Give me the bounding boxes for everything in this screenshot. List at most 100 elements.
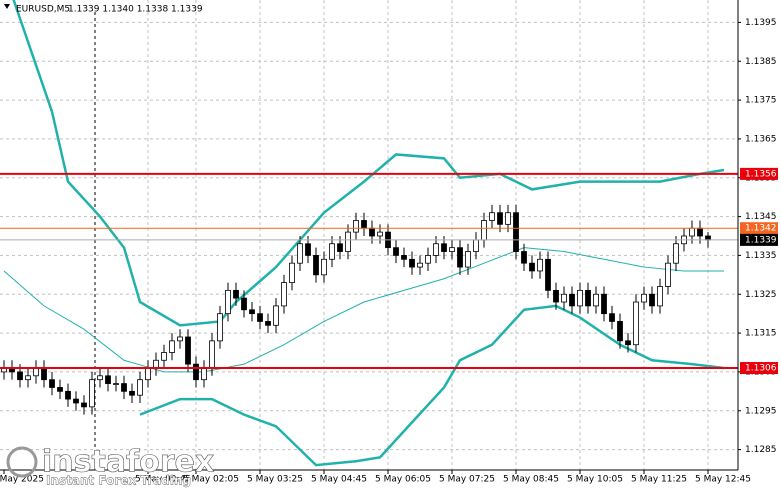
y-tick-label: 1.1395 — [745, 18, 777, 28]
candle-body — [65, 390, 71, 400]
candle-body — [585, 289, 591, 307]
candle-body — [265, 321, 271, 326]
y-tick-label: 1.1325 — [745, 290, 777, 300]
candle-body — [489, 212, 495, 221]
candle-body — [425, 255, 431, 264]
candle-body — [137, 379, 143, 396]
candle-body — [321, 258, 327, 276]
candle-body — [401, 255, 407, 260]
candle-body — [25, 375, 31, 381]
candle-body — [553, 289, 559, 303]
candle-body — [521, 251, 527, 264]
candle-body — [241, 297, 247, 311]
candle-body — [81, 402, 87, 408]
candle-body — [529, 262, 535, 272]
brand: instaforex — [42, 445, 214, 480]
y-tick-label: 1.1295 — [745, 406, 777, 416]
candle-body — [201, 367, 207, 381]
candle-body — [233, 289, 239, 299]
candle-body — [273, 305, 279, 326]
candle-body — [297, 243, 303, 264]
level-label: 1.1306 — [745, 364, 777, 374]
candle-body — [361, 220, 367, 229]
candle-body — [569, 293, 575, 307]
candle-body — [113, 383, 119, 385]
candle-body — [105, 375, 111, 384]
candle-body — [217, 313, 223, 342]
candle-body — [169, 340, 175, 353]
axes: 1.12851.12951.13051.13151.13251.13351.13… — [0, 18, 778, 485]
y-tick-label: 1.1385 — [745, 57, 777, 67]
candle-body — [505, 212, 511, 225]
x-tick-label: 5 May 00:45 — [135, 475, 191, 485]
candle-body — [481, 220, 487, 241]
candle-body — [417, 262, 423, 268]
level-tag — [740, 362, 778, 375]
x-tick-label: 2 May 2025 — [0, 475, 44, 485]
level-label: 1.1342 — [745, 224, 777, 234]
candle-body — [609, 313, 615, 322]
level-tag — [740, 222, 778, 235]
x-tick-label: 5 May 10:05 — [567, 475, 623, 485]
candle-body — [345, 231, 351, 252]
candle-body — [457, 247, 463, 268]
candle-body — [601, 293, 607, 315]
candle-body — [73, 398, 79, 404]
y-tick-label: 1.1335 — [745, 251, 777, 261]
candle-body — [689, 227, 695, 237]
candle-body — [537, 258, 543, 272]
candle-body — [657, 286, 663, 307]
logo — [6, 446, 38, 478]
candle-body — [369, 227, 375, 237]
candle-body — [497, 212, 503, 225]
candle-body — [257, 313, 263, 322]
candle-body — [465, 251, 471, 268]
candle-body — [329, 243, 335, 260]
candle-body — [281, 282, 287, 307]
y-tick-label: 1.1365 — [745, 134, 777, 144]
slogan: Instant Forex Trading — [46, 474, 191, 488]
candle-body — [313, 255, 319, 276]
candle-body — [433, 243, 439, 256]
candle-body — [17, 371, 23, 381]
candle-body — [617, 321, 623, 342]
candle-body — [649, 293, 655, 307]
symbol: EURUSD,M5 — [16, 5, 70, 15]
x-tick-label: 5 May 07:25 — [439, 475, 495, 485]
candle-body — [705, 235, 711, 241]
plot — [0, 0, 738, 467]
candle-body — [161, 352, 167, 361]
candle-body — [97, 375, 103, 381]
watermark: instaforex Instant Forex Trading — [6, 444, 215, 488]
level-tag — [740, 167, 778, 180]
x-tick-label: 5 May 08:45 — [503, 475, 559, 485]
indicator-line — [12, 0, 725, 327]
candle-body — [393, 247, 399, 256]
y-tick-label: 1.1285 — [745, 445, 777, 455]
candle-body — [337, 243, 343, 252]
candle-body — [377, 231, 383, 237]
candle-body — [193, 363, 199, 381]
candle-body — [33, 367, 39, 377]
y-tick-label: 1.1375 — [745, 96, 777, 106]
candle-body — [41, 367, 47, 381]
x-tick-label: 5 May 06:05 — [375, 475, 431, 485]
candle-body — [473, 239, 479, 252]
candle-body — [625, 340, 631, 346]
candle-body — [441, 243, 447, 252]
candle-body — [305, 243, 311, 256]
candle-body — [641, 293, 647, 303]
candle-body — [673, 243, 679, 264]
candle-body — [665, 262, 671, 287]
candle-body — [225, 289, 231, 315]
candle-body — [145, 367, 151, 381]
x-tick-label: 5 May 04:45 — [311, 475, 367, 485]
candle-body — [129, 390, 135, 396]
y-tick-label: 1.1315 — [745, 329, 777, 339]
candle-body — [697, 227, 703, 237]
candle-body — [449, 247, 455, 252]
candle-body — [49, 379, 55, 388]
candle-body — [121, 383, 127, 392]
level-label: 1.1339 — [745, 235, 777, 245]
level-tag — [740, 233, 778, 246]
